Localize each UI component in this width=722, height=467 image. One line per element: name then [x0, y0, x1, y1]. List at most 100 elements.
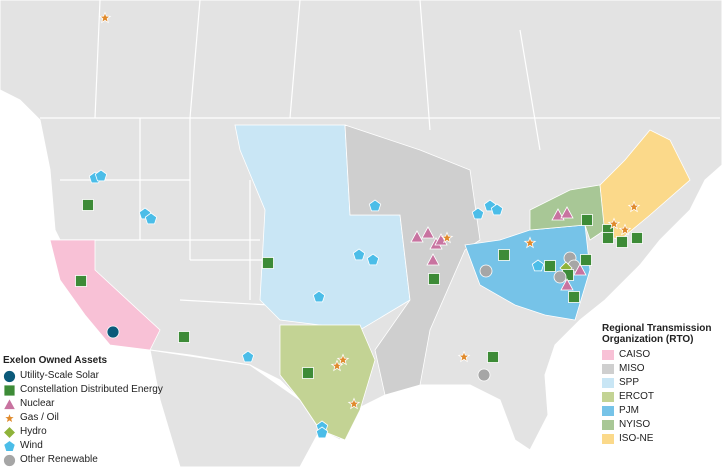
legend-label: ISO-NE — [619, 433, 654, 444]
cde-marker — [602, 232, 614, 244]
wind-marker — [352, 248, 366, 261]
legend-item: Hydro — [3, 425, 163, 439]
wind-marker — [531, 259, 545, 272]
gas-marker — [330, 359, 344, 372]
wind-marker — [490, 203, 504, 216]
swatch — [602, 434, 614, 444]
gas-marker — [347, 397, 361, 410]
legend-label: Other Renewable — [20, 454, 98, 465]
nuc-marker — [3, 398, 16, 410]
nuc-marker — [421, 226, 435, 239]
cde-marker — [544, 260, 556, 272]
legend-item: PJM — [602, 404, 720, 418]
other-marker — [3, 454, 16, 467]
gas-marker — [3, 412, 16, 424]
swatch — [602, 420, 614, 430]
swatch — [602, 378, 614, 388]
legend-symbol — [3, 454, 16, 467]
legend-item: ERCOT — [602, 390, 720, 404]
gas-marker — [440, 231, 454, 244]
legend-label: Utility-Scale Solar — [20, 370, 99, 381]
borders — [40, 0, 720, 306]
wind-marker — [366, 253, 380, 266]
legend-item: ISO-NE — [602, 432, 720, 446]
legend-symbol — [3, 426, 16, 439]
nuc-marker — [410, 230, 424, 243]
legend-item: SPP — [602, 376, 720, 390]
gas-marker — [618, 223, 632, 236]
gas-marker — [457, 350, 471, 363]
legend-symbol — [3, 412, 16, 424]
rto-regions — [49, 124, 691, 441]
gas-marker — [336, 353, 350, 366]
cde-marker — [3, 384, 16, 397]
cde-marker — [581, 214, 593, 226]
swatch — [602, 392, 614, 402]
legend-item: Nuclear — [3, 397, 163, 411]
cde-marker — [302, 367, 314, 379]
cde-marker — [428, 273, 440, 285]
gas-marker — [523, 236, 537, 249]
cde-marker — [568, 291, 580, 303]
swatch — [602, 406, 614, 416]
legend-symbol — [3, 384, 16, 397]
legend-swatch — [602, 364, 614, 374]
other-marker — [477, 368, 491, 382]
swatch — [602, 364, 614, 374]
legend-swatch — [602, 378, 614, 388]
legend-item: Constellation Distributed Energy — [3, 383, 163, 397]
legend-item: Other Renewable — [3, 453, 163, 467]
legend-label: ERCOT — [619, 391, 654, 402]
legend-label: Wind — [20, 440, 43, 451]
asset-markers — [75, 11, 643, 439]
cde-marker — [498, 249, 510, 261]
nuc-marker — [560, 206, 574, 219]
cde-marker — [616, 236, 628, 248]
cde-marker — [178, 331, 190, 343]
wind-marker — [241, 350, 255, 363]
legend-item: CAISO — [602, 348, 720, 362]
wind-marker — [94, 169, 108, 182]
nuc-marker — [560, 278, 574, 291]
legend-symbol — [3, 440, 16, 452]
cde-marker — [631, 232, 643, 244]
legend-swatch — [602, 434, 614, 444]
wind-marker — [471, 207, 485, 220]
gas-marker — [627, 200, 641, 213]
nuc-marker — [426, 253, 440, 266]
legend-swatch — [602, 392, 614, 402]
legend-label: MISO — [619, 363, 645, 374]
gas-marker — [98, 11, 112, 24]
wind-marker — [368, 199, 382, 212]
solar-marker — [3, 370, 16, 383]
cde-marker — [580, 254, 592, 266]
gas-marker — [607, 217, 621, 230]
solar-marker — [106, 325, 120, 339]
legend-item: Gas / Oil — [3, 411, 163, 425]
cde-marker — [487, 351, 499, 363]
legend-symbol — [3, 398, 16, 410]
legend-item: MISO — [602, 362, 720, 376]
legend-title: Exelon Owned Assets — [3, 355, 108, 366]
legend-title: Regional Transmission Organization (RTO) — [602, 323, 712, 345]
legend-symbol — [3, 370, 16, 383]
rto-legend: Regional Transmission Organization (RTO)… — [602, 323, 720, 446]
legend-label: NYISO — [619, 419, 651, 430]
legend-item: Utility-Scale Solar — [3, 369, 163, 383]
legend-item: Wind — [3, 439, 163, 453]
legend-swatch — [602, 406, 614, 416]
swatch — [602, 350, 614, 360]
wind-marker — [144, 212, 158, 225]
wind-marker — [3, 440, 16, 452]
legend-label: Constellation Distributed Energy — [20, 384, 163, 395]
legend-label: Gas / Oil — [20, 412, 59, 423]
nuc-marker — [573, 263, 587, 276]
legend-label: Hydro — [20, 426, 47, 437]
legend-swatch — [602, 350, 614, 360]
cde-marker — [82, 199, 94, 211]
legend-label: PJM — [619, 405, 639, 416]
other-marker — [553, 270, 567, 284]
wind-marker — [312, 290, 326, 303]
